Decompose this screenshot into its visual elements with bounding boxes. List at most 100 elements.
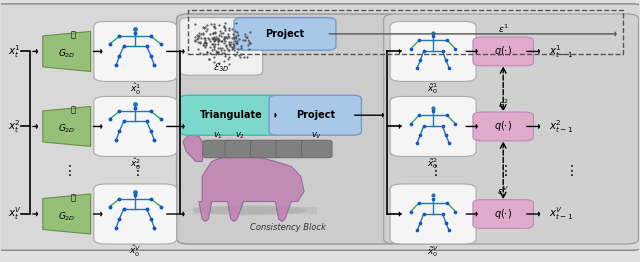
Text: $\hat{x}_0^V$: $\hat{x}_0^V$ bbox=[129, 244, 141, 259]
Point bbox=[220, 26, 230, 30]
Point bbox=[209, 22, 220, 26]
Point bbox=[226, 40, 236, 45]
Point bbox=[200, 45, 210, 49]
Point bbox=[210, 37, 220, 41]
Text: Project: Project bbox=[266, 29, 305, 39]
Point bbox=[224, 28, 234, 32]
Point bbox=[210, 42, 220, 46]
FancyBboxPatch shape bbox=[473, 37, 534, 66]
Point bbox=[213, 39, 223, 43]
Point bbox=[228, 45, 238, 49]
Point bbox=[208, 42, 218, 46]
Point bbox=[216, 39, 227, 43]
Point bbox=[202, 23, 212, 27]
Point bbox=[216, 34, 227, 38]
Point bbox=[232, 39, 242, 43]
Point bbox=[223, 32, 233, 36]
Point bbox=[230, 29, 241, 33]
Point bbox=[233, 47, 243, 51]
Point bbox=[227, 45, 237, 49]
Point bbox=[208, 31, 218, 35]
Point bbox=[204, 57, 214, 61]
Text: $\tilde{x}_0^2$: $\tilde{x}_0^2$ bbox=[428, 156, 439, 171]
Point bbox=[214, 23, 224, 28]
Point bbox=[232, 41, 242, 45]
Point bbox=[191, 33, 202, 37]
Point bbox=[200, 40, 210, 45]
Text: $v_2$: $v_2$ bbox=[236, 130, 245, 141]
Point bbox=[220, 41, 230, 45]
Point bbox=[242, 35, 252, 39]
Point bbox=[209, 45, 219, 50]
Point bbox=[213, 42, 223, 46]
FancyBboxPatch shape bbox=[94, 184, 177, 244]
Point bbox=[204, 39, 214, 43]
Point bbox=[200, 24, 211, 29]
Point bbox=[213, 50, 223, 54]
Point bbox=[244, 29, 255, 34]
Text: $\varepsilon^1$: $\varepsilon^1$ bbox=[498, 22, 509, 35]
FancyBboxPatch shape bbox=[473, 112, 534, 141]
Point bbox=[202, 50, 212, 54]
Point bbox=[223, 48, 234, 52]
Point bbox=[205, 45, 216, 50]
Point bbox=[198, 36, 209, 40]
Point bbox=[230, 39, 240, 43]
Point bbox=[204, 57, 214, 61]
Point bbox=[207, 36, 217, 40]
Point bbox=[204, 37, 214, 41]
Text: Consistency Block: Consistency Block bbox=[250, 223, 326, 232]
FancyBboxPatch shape bbox=[276, 140, 307, 158]
Point bbox=[241, 32, 251, 36]
Point bbox=[210, 38, 220, 42]
Text: $q(\cdot)$: $q(\cdot)$ bbox=[494, 119, 512, 133]
Point bbox=[224, 55, 234, 59]
Point bbox=[231, 41, 241, 45]
FancyBboxPatch shape bbox=[225, 140, 255, 158]
Point bbox=[216, 46, 227, 51]
Point bbox=[200, 38, 211, 42]
Text: $q(\cdot)$: $q(\cdot)$ bbox=[494, 207, 512, 221]
Text: $\hat{x}_0^1$: $\hat{x}_0^1$ bbox=[129, 81, 141, 97]
FancyBboxPatch shape bbox=[234, 18, 336, 50]
FancyBboxPatch shape bbox=[0, 4, 640, 250]
FancyBboxPatch shape bbox=[384, 14, 639, 244]
Point bbox=[198, 25, 208, 29]
FancyBboxPatch shape bbox=[94, 96, 177, 156]
Point bbox=[210, 31, 220, 35]
FancyBboxPatch shape bbox=[94, 21, 177, 81]
Text: $v_V$: $v_V$ bbox=[311, 130, 323, 141]
Point bbox=[201, 41, 211, 45]
Point bbox=[227, 36, 237, 40]
Point bbox=[235, 55, 245, 59]
Point bbox=[218, 51, 228, 55]
FancyBboxPatch shape bbox=[177, 14, 399, 244]
Point bbox=[228, 35, 239, 40]
Point bbox=[210, 26, 220, 30]
Point bbox=[221, 46, 232, 50]
Text: $G_{2D}$: $G_{2D}$ bbox=[58, 48, 76, 60]
FancyBboxPatch shape bbox=[250, 140, 281, 158]
Text: $x_t^2$: $x_t^2$ bbox=[8, 118, 20, 135]
Point bbox=[211, 49, 221, 53]
Point bbox=[243, 43, 253, 47]
Point bbox=[195, 34, 205, 38]
Polygon shape bbox=[43, 194, 91, 234]
Point bbox=[219, 51, 229, 55]
Point bbox=[209, 44, 220, 48]
Point bbox=[214, 61, 224, 65]
Point bbox=[213, 46, 223, 51]
Point bbox=[224, 42, 234, 46]
Point bbox=[190, 39, 200, 43]
Point bbox=[211, 37, 221, 41]
Point bbox=[228, 32, 238, 36]
Point bbox=[209, 25, 219, 29]
Point bbox=[195, 50, 205, 54]
Polygon shape bbox=[199, 155, 304, 221]
Point bbox=[209, 47, 219, 51]
Point bbox=[239, 55, 250, 59]
Point bbox=[234, 53, 244, 57]
Point bbox=[212, 50, 223, 54]
Text: $\mathcal{E}_{3D}$: $\mathcal{E}_{3D}$ bbox=[213, 61, 230, 74]
Point bbox=[198, 31, 208, 36]
